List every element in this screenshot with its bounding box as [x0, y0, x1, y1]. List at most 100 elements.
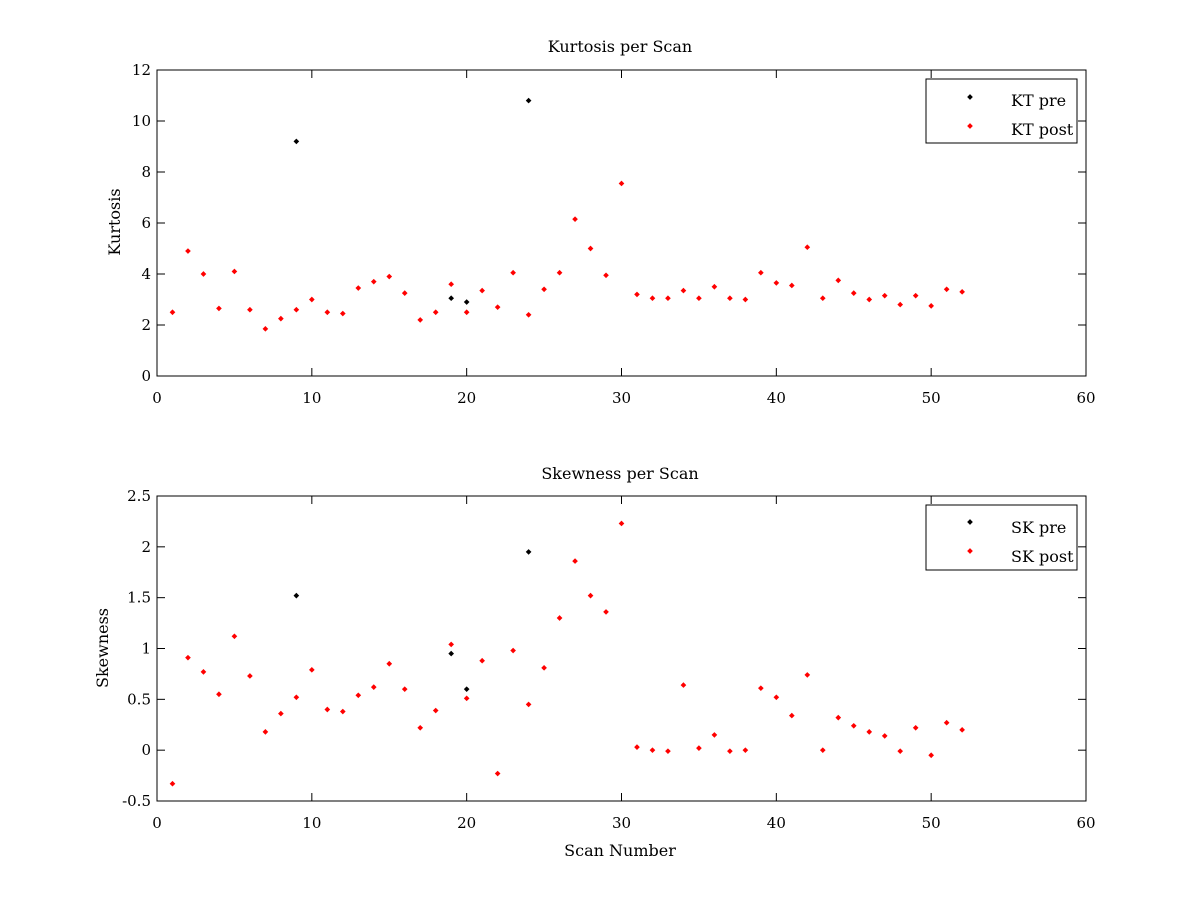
data-point-post: [587, 592, 594, 599]
y-tick-label: 1: [141, 640, 151, 658]
data-point-post: [680, 682, 687, 688]
data-point-pre: [525, 97, 532, 104]
data-point-post: [448, 281, 455, 288]
data-point-pre: [293, 138, 300, 145]
data-point-post: [634, 291, 640, 298]
data-point-post: [897, 301, 904, 308]
y-tick-label: 0: [141, 741, 151, 759]
data-point-post: [200, 669, 207, 675]
x-tick-label: 40: [767, 389, 786, 407]
data-point-post: [448, 641, 455, 648]
data-point-pre: [463, 686, 470, 692]
data-point-post: [850, 722, 857, 729]
data-point-post: [324, 706, 331, 713]
data-point-post: [278, 315, 284, 322]
data-point-post: [510, 269, 516, 276]
data-point-post: [525, 311, 532, 318]
data-point-post: [696, 295, 702, 302]
data-point-post: [711, 283, 718, 290]
data-point-post: [680, 287, 687, 294]
x-axis-title: Scan Number: [564, 841, 676, 860]
x-tick-label: 10: [302, 814, 321, 832]
data-point-post: [587, 245, 594, 252]
data-point-post: [216, 691, 222, 698]
data-point-post: [169, 309, 176, 316]
plot-area: 0 10 20 30 40 50 60 0 2 4 6 8 10 12: [132, 61, 1096, 407]
legend-label-post: KT post: [1011, 120, 1074, 139]
data-point-post: [216, 305, 222, 312]
x-tick-label: 0: [152, 389, 162, 407]
data-point-post: [247, 673, 253, 679]
data-point-pre: [293, 592, 300, 599]
data-point-post: [339, 310, 346, 317]
data-point-post: [417, 724, 424, 731]
data-point-post: [169, 780, 176, 787]
data-point-post: [788, 712, 795, 719]
x-tick-label: 0: [152, 814, 162, 832]
data-point-post: [959, 289, 965, 295]
legend: SK pre SK post: [925, 504, 1078, 571]
data-point-post: [417, 317, 424, 323]
data-point-post: [432, 309, 439, 316]
data-point-post: [618, 180, 625, 187]
data-point-post: [696, 745, 702, 751]
data-point-post: [758, 685, 764, 691]
y-tick-label: 2.5: [127, 487, 151, 505]
data-point-post: [262, 325, 269, 332]
data-point-post: [912, 292, 919, 299]
data-point-post: [185, 654, 191, 661]
data-point-post: [881, 292, 888, 299]
data-point-post: [572, 216, 578, 223]
data-point-post: [556, 269, 563, 276]
data-point-post: [309, 667, 315, 673]
legend-box: [925, 78, 1078, 144]
x-tick-label: 40: [767, 814, 786, 832]
legend-box: [925, 504, 1078, 571]
data-point-post: [355, 285, 362, 291]
data-point-post: [850, 290, 857, 296]
data-point-post: [278, 710, 284, 717]
data-point-post: [556, 615, 563, 621]
data-point-post: [742, 296, 749, 303]
data-point-post: [881, 733, 888, 739]
data-point-post: [185, 248, 191, 254]
y-tick-label: 2: [141, 316, 151, 334]
data-point-post: [386, 660, 393, 667]
data-point-post: [727, 295, 733, 302]
data-point-post: [262, 729, 269, 735]
data-point-post: [479, 287, 485, 294]
data-point-post: [928, 752, 934, 759]
data-point-post: [541, 664, 547, 671]
legend-marker-pre: [967, 519, 973, 525]
data-point-post: [603, 272, 609, 279]
data-point-post: [200, 271, 207, 277]
data-point-pre: [448, 295, 455, 302]
data-point-post: [339, 708, 346, 715]
data-point-post: [804, 672, 811, 678]
data-point-post: [370, 684, 377, 690]
y-tick-label: 0.5: [127, 690, 151, 708]
data-point-post: [324, 309, 331, 316]
data-point-post: [866, 296, 873, 303]
data-point-post: [742, 747, 749, 753]
data-point-post: [401, 686, 408, 692]
y-axis-title: Skewness: [93, 608, 112, 688]
data-point-post: [355, 692, 362, 699]
data-point-post: [788, 282, 795, 289]
y-tick-label: 6: [141, 214, 151, 232]
x-tick-label: 10: [302, 389, 321, 407]
data-point-post: [463, 695, 470, 702]
data-point-post: [386, 273, 393, 280]
legend-label-pre: SK pre: [1011, 518, 1066, 537]
data-point-post: [819, 295, 826, 302]
data-point-post: [959, 727, 965, 733]
kurtosis-chart: Kurtosis per Scan Kurtosis 0 10 20 30 40 50 60…: [105, 37, 1096, 407]
data-point-post: [665, 295, 671, 302]
x-tick-label: 30: [612, 814, 631, 832]
data-point-post: [231, 633, 238, 640]
data-point-post: [479, 657, 485, 664]
data-point-post: [665, 748, 671, 755]
chart-title: Kurtosis per Scan: [548, 37, 692, 56]
data-point-post: [370, 278, 377, 285]
y-tick-label: 8: [141, 163, 151, 181]
